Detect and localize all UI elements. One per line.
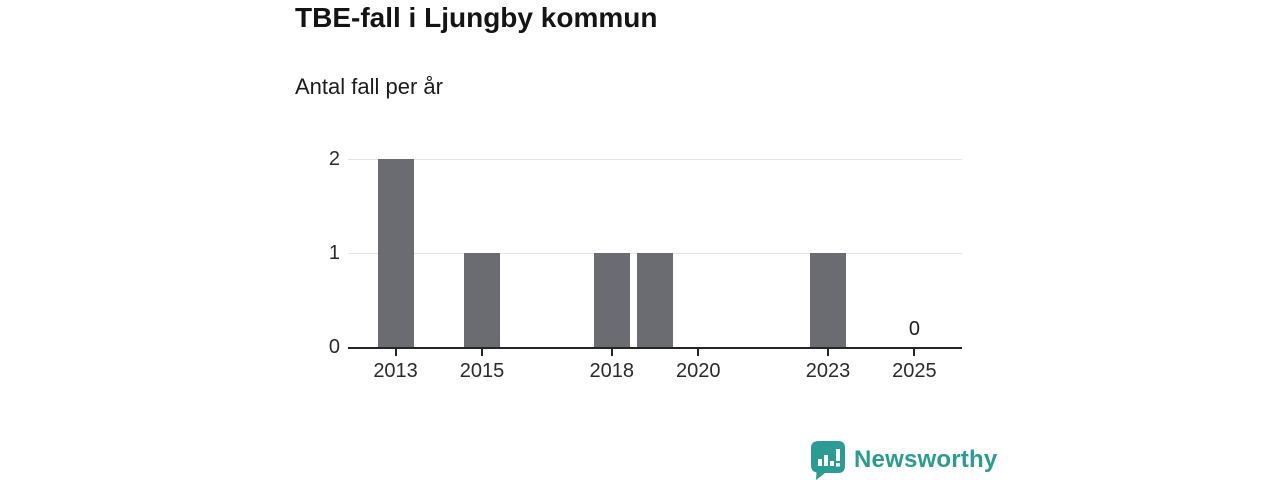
x-tick-2015 — [481, 349, 484, 356]
x-axis-label-2025: 2025 — [892, 360, 937, 382]
x-axis-label-2013: 2013 — [373, 360, 418, 382]
y-axis-label-1: 1 — [328, 242, 340, 265]
bar-2013 — [377, 159, 414, 347]
x-tick-2013 — [394, 349, 397, 356]
x-tick-2018 — [610, 349, 613, 356]
newsworthy-logo: Newsworthy — [810, 441, 998, 480]
bar-2015 — [464, 253, 501, 347]
y-axis-label-2: 2 — [328, 148, 340, 171]
chart-subtitle: Antal fall per år — [295, 74, 443, 99]
newsworthy-wordmark: Newsworthy — [854, 446, 998, 473]
bar-2019 — [637, 253, 673, 347]
chart-title: TBE-fall i Ljungby kommun — [295, 2, 658, 33]
plot-area — [348, 145, 962, 349]
speech-bubble-bar-chart-icon — [811, 441, 845, 480]
x-tick-2025 — [913, 349, 916, 356]
bar-2023 — [809, 253, 846, 347]
x-tick-2023 — [826, 349, 829, 356]
y-axis-label-0: 0 — [328, 336, 340, 358]
x-axis-label-2018: 2018 — [589, 360, 635, 382]
bar-2018 — [593, 253, 630, 347]
x-axis-label-2023: 2023 — [805, 360, 851, 382]
value-label-2025: 0 — [908, 318, 920, 340]
x-tick-2020 — [697, 349, 700, 356]
x-axis-label-2015: 2015 — [459, 360, 505, 382]
x-axis-label-2020: 2020 — [675, 360, 721, 382]
gridline-y-2 — [348, 159, 962, 161]
